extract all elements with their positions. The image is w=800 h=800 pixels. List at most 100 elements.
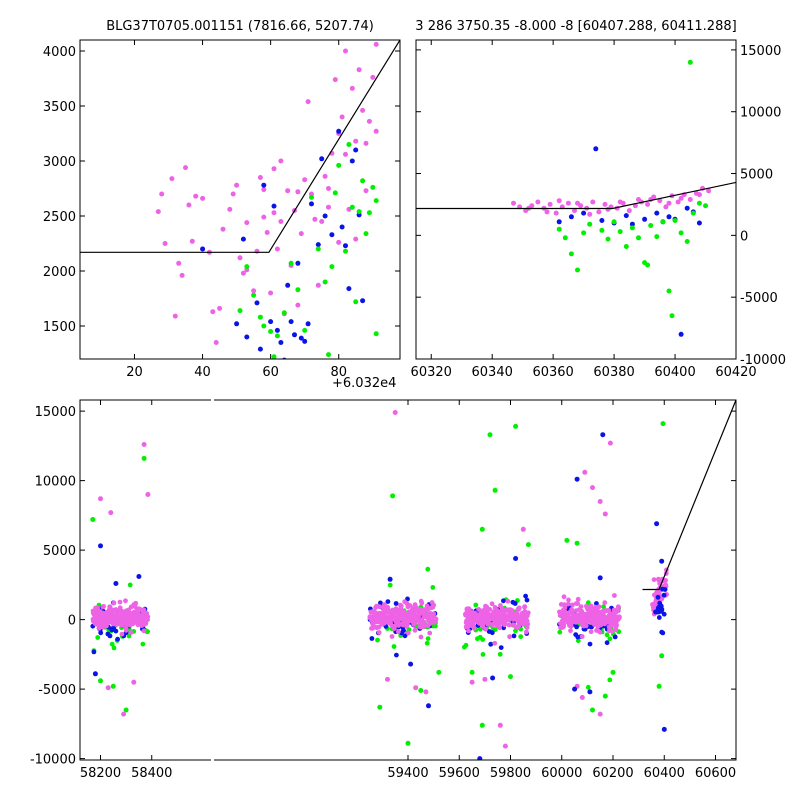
x-tick-label: 60340 xyxy=(472,365,513,380)
magenta-point xyxy=(502,743,508,749)
blue-point xyxy=(593,146,599,152)
panel-frame xyxy=(415,39,737,360)
green-point xyxy=(95,635,101,640)
blue-point xyxy=(387,576,393,582)
x-tick-label: 58400 xyxy=(131,766,172,781)
magenta-point xyxy=(430,619,436,624)
blue-point xyxy=(490,675,496,681)
blue-point xyxy=(501,598,506,604)
blue-point xyxy=(346,286,352,292)
green-point xyxy=(599,227,605,233)
y-tick-label: 0 xyxy=(68,614,76,629)
magenta-point xyxy=(278,219,284,224)
magenta-point xyxy=(411,622,417,627)
magenta-point xyxy=(336,239,342,245)
magenta-point xyxy=(398,603,404,609)
magenta-point xyxy=(326,204,331,210)
green-point xyxy=(295,287,301,293)
green-point xyxy=(271,354,277,359)
magenta-point xyxy=(421,610,427,616)
panel-frame xyxy=(79,39,401,360)
magenta-point xyxy=(588,629,594,635)
green-point xyxy=(405,740,411,746)
magenta-point xyxy=(425,623,431,629)
magenta-point xyxy=(489,601,495,607)
magenta-point xyxy=(417,609,422,615)
magenta-point xyxy=(261,187,267,193)
green-point xyxy=(281,310,287,316)
magenta-point xyxy=(547,201,553,207)
magenta-point xyxy=(478,611,484,617)
blue-point xyxy=(305,321,311,327)
blue-point xyxy=(661,726,667,732)
green-point xyxy=(585,684,591,690)
magenta-point xyxy=(504,613,510,619)
plot-area xyxy=(416,59,736,337)
magenta-point xyxy=(561,594,567,600)
blue-point xyxy=(604,640,610,646)
green-point xyxy=(349,204,355,210)
blue-point xyxy=(349,158,355,164)
magenta-point xyxy=(237,255,243,261)
magenta-point xyxy=(509,615,514,621)
green-point xyxy=(660,421,666,427)
blue-point xyxy=(660,630,666,636)
magenta-point xyxy=(678,195,684,201)
magenta-point xyxy=(481,617,487,622)
green-point xyxy=(611,219,617,225)
green-point xyxy=(251,292,257,298)
green-point xyxy=(513,628,518,634)
x-tick-label: 80 xyxy=(330,365,347,380)
magenta-point xyxy=(396,621,402,627)
magenta-point xyxy=(525,610,531,616)
blue-point xyxy=(288,319,294,325)
blue-point xyxy=(511,633,517,639)
green-point xyxy=(575,267,580,273)
green-point xyxy=(274,333,280,339)
green-point xyxy=(356,209,362,215)
y-tick-label: 3000 xyxy=(43,155,76,170)
green-point xyxy=(568,251,574,257)
blue-point xyxy=(510,599,516,605)
y-tick-label: 15000 xyxy=(35,405,76,420)
magenta-point xyxy=(427,630,433,636)
magenta-point xyxy=(566,597,571,603)
magenta-point xyxy=(119,618,125,624)
magenta-point xyxy=(592,618,598,623)
green-point xyxy=(336,162,342,168)
magenta-point xyxy=(522,604,527,610)
blue-point xyxy=(678,331,684,337)
magenta-point xyxy=(475,617,480,623)
blue-point xyxy=(573,632,579,637)
magenta-point xyxy=(111,600,117,606)
green-point xyxy=(557,629,563,635)
blue-point xyxy=(659,558,665,564)
green-point xyxy=(659,653,665,659)
magenta-point xyxy=(302,177,308,183)
green-point xyxy=(110,683,116,689)
y-tick-label: 1500 xyxy=(43,320,76,335)
green-point xyxy=(687,59,693,65)
blue-point xyxy=(115,636,120,642)
blue-point xyxy=(659,607,665,612)
x-tick-label: 58200 xyxy=(80,766,121,781)
green-point xyxy=(480,637,486,642)
blue-point xyxy=(261,182,267,188)
magenta-point xyxy=(423,689,429,695)
magenta-point xyxy=(617,199,623,205)
magenta-point xyxy=(613,624,619,629)
blue-point xyxy=(240,236,246,242)
magenta-point xyxy=(413,613,418,619)
x-tick-label: 60320 xyxy=(411,365,452,380)
green-point xyxy=(623,244,629,249)
magenta-point xyxy=(645,201,651,207)
x-tick-label: 60420 xyxy=(715,365,756,380)
blue-point xyxy=(523,593,528,599)
blue-point xyxy=(244,334,250,340)
magenta-point xyxy=(560,607,566,613)
green-point xyxy=(363,231,369,237)
green-point xyxy=(109,641,115,647)
magenta-point xyxy=(268,290,274,296)
magenta-point xyxy=(240,270,246,276)
